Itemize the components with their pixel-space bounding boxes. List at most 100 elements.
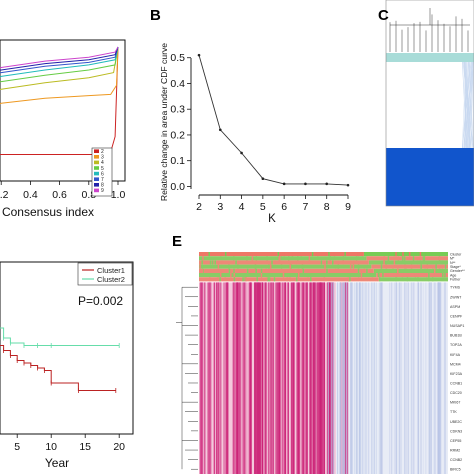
annotation-speck xyxy=(269,264,272,269)
heatmap-column-stripe xyxy=(395,282,397,474)
annotation-speck xyxy=(307,273,309,278)
annotation-band xyxy=(373,268,448,273)
annotation-speck xyxy=(277,252,280,257)
x-tick-label: 1.0 xyxy=(111,189,126,201)
annotation-label: Stage* xyxy=(450,265,461,269)
heatmap-column-stripe xyxy=(207,282,209,474)
x-axis-title: Year xyxy=(45,456,69,470)
cdf-line-k2 xyxy=(0,46,119,155)
annotation-speck xyxy=(280,264,283,269)
heatmap-column-stripe xyxy=(313,282,315,474)
heatmap-column-stripe xyxy=(393,282,395,474)
heatmap-column-stripe xyxy=(246,282,248,474)
heatmap-column-stripe xyxy=(359,282,361,474)
annotation-speck xyxy=(267,277,269,282)
heatmap-column-stripe xyxy=(302,282,305,474)
y-tick-label: 0.1 xyxy=(170,155,185,167)
heatmap-column-stripe xyxy=(394,282,396,474)
annotation-speck xyxy=(233,277,236,282)
gene-label: TYMS xyxy=(450,286,461,290)
heatmap-column-stripe xyxy=(328,282,331,474)
heatmap-column-stripe xyxy=(238,282,240,474)
heatmap-column-stripe xyxy=(214,282,216,474)
legend-swatch xyxy=(94,149,99,153)
heatmap-column-stripe xyxy=(258,282,260,474)
annotation-speck xyxy=(237,264,239,269)
annotation-speck xyxy=(292,252,294,257)
annotation-speck xyxy=(424,268,426,273)
legend-swatch xyxy=(94,188,99,193)
heatmap-column-stripe xyxy=(261,282,263,474)
heatmap-column-stripe xyxy=(279,282,281,474)
heatmap-column-stripe xyxy=(208,282,211,474)
annotation-speck xyxy=(444,273,446,278)
annotation-speck xyxy=(416,260,419,265)
heatmap-column-stripe xyxy=(209,282,211,474)
annotation-speck xyxy=(428,273,430,278)
heatmap-column-stripe xyxy=(422,282,424,474)
x-tick-label: 5 xyxy=(260,201,266,213)
gene-label: NUSAP1 xyxy=(450,324,464,328)
panel-b-delta-area-plot: 0.0 0.1 0.2 0.3 0.4 0.5 2 3 4 5 6 7 8 9 K Relative chan… xyxy=(159,43,351,225)
annotation-speck xyxy=(422,256,425,261)
annotation-speck xyxy=(297,256,299,261)
annotation-speck xyxy=(245,277,247,282)
y-tick-label: 0.3 xyxy=(170,104,185,116)
annotation-label: Cluster xyxy=(450,252,462,256)
delta-area-point xyxy=(218,128,222,132)
annotation-speck xyxy=(297,277,299,282)
annotation-speck xyxy=(290,264,292,269)
heatmap-column-stripe xyxy=(319,282,322,474)
heatmap-column-stripe xyxy=(268,282,270,474)
annotation-speck xyxy=(433,268,436,273)
delta-area-point xyxy=(282,182,286,186)
heatmap-column-stripe xyxy=(323,282,325,474)
heatmap-column-stripe xyxy=(243,282,246,474)
heatmap-column-stripe xyxy=(236,282,238,474)
annotation-speck xyxy=(355,256,358,261)
gene-label: UBE2C xyxy=(450,420,462,424)
legend-label: 8 xyxy=(101,183,104,189)
consensus-noise-line xyxy=(464,61,474,149)
annotation-speck xyxy=(256,277,258,282)
panel-c-consensus-matrix xyxy=(385,0,474,207)
heatmap-column-stripe xyxy=(331,282,334,474)
annotation-speck xyxy=(224,273,226,278)
panel-c-frame xyxy=(385,0,474,207)
annotation-speck xyxy=(397,268,399,273)
annotation-speck xyxy=(366,260,369,265)
annotation-speck xyxy=(431,277,434,282)
survival-curve-cluster2 xyxy=(0,327,120,346)
heatmap-column-stripe xyxy=(301,282,304,474)
heatmap-column-stripe xyxy=(404,282,406,474)
heatmap-column-stripe xyxy=(362,282,364,474)
heatmap-column-stripe xyxy=(368,282,370,474)
heatmap-column-stripe xyxy=(327,282,329,474)
annotation-speck xyxy=(393,260,396,265)
cdf-line-k9 xyxy=(0,46,119,69)
annotation-speck xyxy=(219,277,221,282)
annotation-speck xyxy=(347,277,350,282)
heatmap-column-stripe xyxy=(248,282,250,474)
x-tick-label: 3 xyxy=(217,201,223,213)
heatmap-column-stripe xyxy=(346,282,348,474)
heatmap-column-stripe xyxy=(343,282,346,474)
heatmap-column-stripe xyxy=(410,282,412,474)
heatmap-column-stripe xyxy=(299,282,301,474)
annotation-speck xyxy=(357,252,360,257)
annotation-speck xyxy=(396,273,398,278)
gene-label: MCM4 xyxy=(450,362,461,366)
heatmap-column-stripe xyxy=(203,282,206,474)
heatmap-column-stripe xyxy=(249,282,251,474)
annotation-speck xyxy=(301,264,304,269)
gene-label: ZWINT xyxy=(450,295,462,299)
legend-swatch xyxy=(94,183,99,187)
annotation-speck xyxy=(219,273,222,278)
heatmap-column-stripe xyxy=(259,282,262,474)
annotation-speck xyxy=(201,268,203,273)
heatmap-column-stripe xyxy=(306,282,308,474)
heatmap-column-stripe xyxy=(273,282,275,474)
gene-label: KIF23A xyxy=(450,372,463,376)
heatmap-column-stripe xyxy=(380,282,383,474)
